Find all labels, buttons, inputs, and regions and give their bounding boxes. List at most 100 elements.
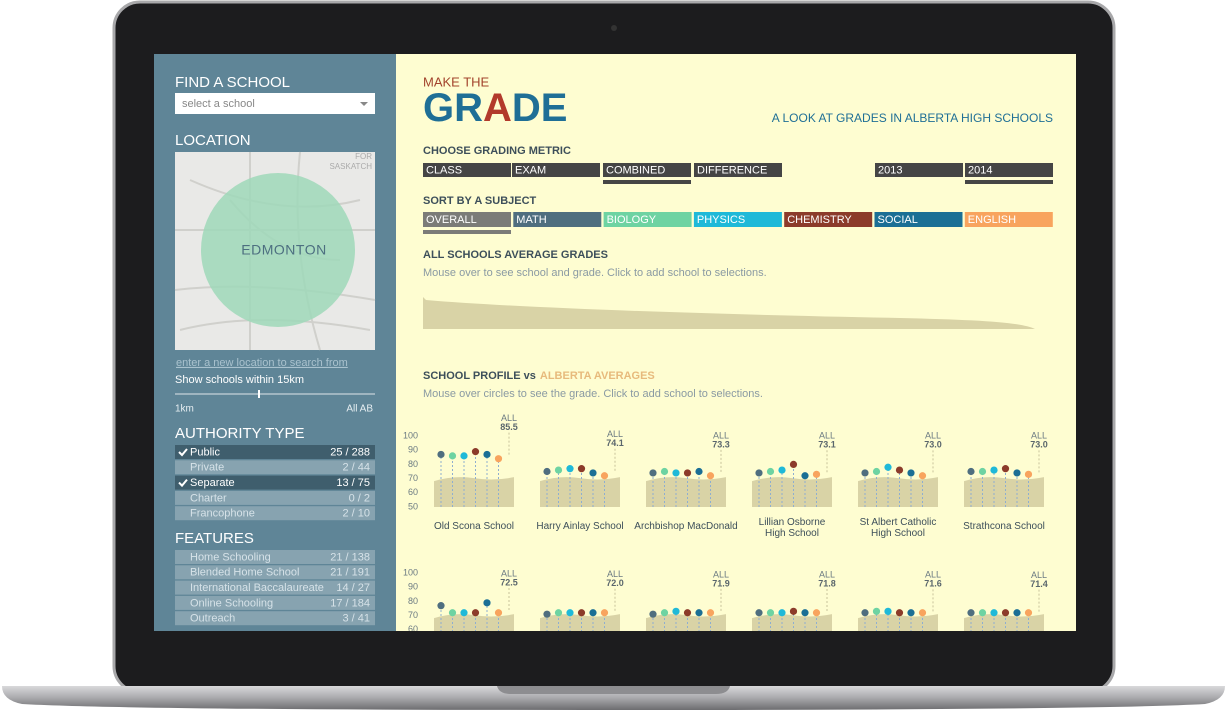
button[interactable] — [423, 163, 511, 177]
grade-dot[interactable] — [672, 607, 680, 615]
grade-dot[interactable] — [861, 609, 869, 617]
grade-dot[interactable] — [649, 469, 657, 477]
button-label[interactable]: CLASS — [426, 164, 462, 176]
filter-row[interactable] — [175, 490, 375, 505]
grade-dot[interactable] — [907, 469, 915, 477]
grade-dot[interactable] — [861, 469, 869, 477]
grade-dot[interactable] — [695, 609, 703, 617]
grade-dot[interactable] — [1024, 609, 1033, 617]
subject-label[interactable]: CHEMISTRY — [787, 214, 852, 226]
grade-dot[interactable] — [543, 610, 551, 618]
grade-dot[interactable] — [801, 609, 809, 617]
grade-dot[interactable] — [649, 610, 657, 618]
grade-dot[interactable] — [907, 609, 915, 617]
grade-dot[interactable] — [494, 609, 503, 617]
grade-dot[interactable] — [918, 472, 927, 480]
grade-dot[interactable] — [789, 460, 798, 468]
grade-dot[interactable] — [672, 469, 680, 477]
grade-dot[interactable] — [1013, 609, 1021, 617]
filter-row[interactable] — [175, 565, 375, 580]
grade-dot[interactable] — [660, 467, 669, 476]
grade-dot[interactable] — [918, 609, 927, 617]
grade-dot[interactable] — [706, 472, 715, 480]
grade-dot[interactable] — [1024, 470, 1033, 478]
average-grades-area[interactable] — [423, 297, 1035, 329]
school-select[interactable] — [175, 93, 375, 114]
filter-row[interactable] — [175, 475, 375, 490]
filter-row[interactable] — [175, 550, 375, 564]
grade-dot[interactable] — [577, 609, 586, 617]
grade-dot[interactable] — [1001, 465, 1010, 473]
grade-dot[interactable] — [801, 472, 809, 480]
grade-dot[interactable] — [437, 602, 445, 610]
grade-dot[interactable] — [589, 469, 597, 477]
grade-dot[interactable] — [884, 463, 892, 471]
grade-dot[interactable] — [778, 609, 786, 617]
grade-dot[interactable] — [483, 450, 491, 459]
button-label[interactable]: EXAM — [515, 164, 546, 176]
grade-dot[interactable] — [967, 609, 975, 617]
subject-label[interactable]: ENGLISH — [968, 214, 1016, 226]
button[interactable] — [965, 163, 1053, 177]
filter-row[interactable] — [175, 580, 375, 595]
filter-row[interactable] — [175, 595, 375, 610]
subject-label[interactable]: SOCIAL — [878, 214, 918, 226]
subject-label[interactable]: OVERALL — [426, 214, 477, 226]
subject-label[interactable]: BIOLOGY — [607, 214, 657, 226]
grade-dot[interactable] — [471, 609, 480, 617]
grade-dot[interactable] — [471, 448, 480, 456]
button[interactable] — [603, 163, 691, 177]
subject-button[interactable] — [693, 212, 782, 227]
button[interactable] — [875, 163, 963, 177]
grade-dot[interactable] — [967, 467, 975, 476]
grade-dot[interactable] — [884, 607, 892, 615]
grade-dot[interactable] — [566, 465, 574, 473]
grade-dot[interactable] — [755, 609, 763, 617]
grade-dot[interactable] — [543, 467, 551, 476]
grade-dot[interactable] — [483, 599, 491, 607]
grade-dot[interactable] — [600, 472, 609, 480]
grade-dot[interactable] — [812, 470, 821, 478]
grade-dot[interactable] — [895, 609, 904, 617]
grade-dot[interactable] — [683, 469, 692, 477]
grade-dot[interactable] — [872, 467, 881, 476]
grade-dot[interactable] — [566, 609, 574, 617]
grade-dot[interactable] — [990, 466, 998, 474]
subject-button[interactable] — [784, 212, 873, 227]
grade-dot[interactable] — [683, 609, 692, 617]
filter-row[interactable] — [175, 460, 375, 475]
grade-dot[interactable] — [978, 609, 987, 617]
subject-button[interactable] — [423, 212, 511, 227]
grade-dot[interactable] — [1013, 469, 1021, 477]
grade-dot[interactable] — [448, 452, 457, 460]
subject-button[interactable] — [874, 212, 963, 227]
location-link[interactable]: enter a new location to search from — [176, 357, 348, 369]
grade-dot[interactable] — [554, 466, 563, 474]
grade-dot[interactable] — [577, 465, 586, 473]
subject-label[interactable]: MATH — [516, 214, 546, 226]
grade-dot[interactable] — [460, 609, 468, 617]
grade-dot[interactable] — [978, 467, 987, 476]
button-label[interactable]: DIFFERENCE — [697, 164, 767, 176]
grade-dot[interactable] — [1001, 609, 1010, 617]
grade-dot[interactable] — [660, 609, 669, 617]
grade-dot[interactable] — [990, 609, 998, 617]
grade-dot[interactable] — [895, 466, 904, 474]
grade-dot[interactable] — [600, 609, 609, 617]
subject-button[interactable] — [513, 212, 602, 227]
grade-dot[interactable] — [812, 609, 821, 617]
grade-dot[interactable] — [448, 609, 457, 617]
grade-dot[interactable] — [766, 609, 775, 617]
grade-dot[interactable] — [589, 609, 597, 617]
grade-dot[interactable] — [695, 467, 703, 476]
button-label[interactable]: 2013 — [878, 164, 902, 176]
grade-dot[interactable] — [766, 467, 775, 476]
subject-button[interactable] — [603, 212, 692, 227]
button[interactable] — [694, 163, 782, 177]
filter-row[interactable] — [175, 506, 375, 521]
grade-dot[interactable] — [706, 609, 715, 617]
grade-dot[interactable] — [872, 607, 881, 615]
button-label[interactable]: COMBINED — [606, 164, 665, 176]
button-label[interactable]: 2014 — [968, 164, 992, 176]
subject-button[interactable] — [964, 212, 1053, 227]
